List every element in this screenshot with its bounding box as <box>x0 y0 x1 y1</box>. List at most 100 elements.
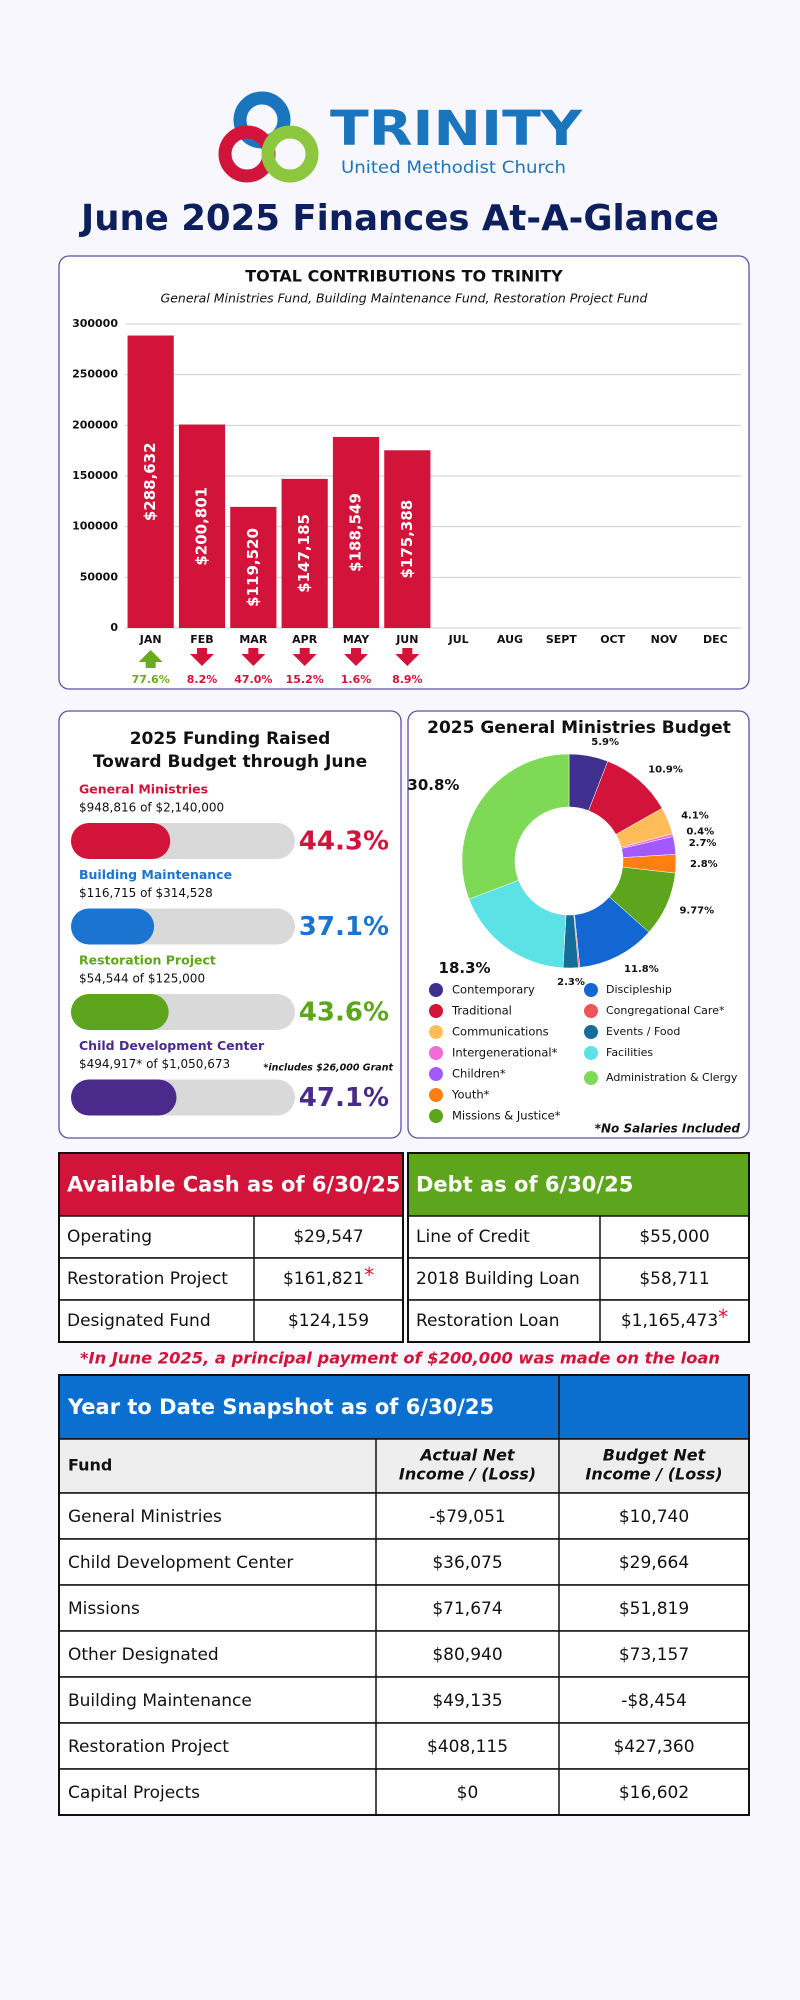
bar <box>230 506 277 628</box>
table-header <box>408 1153 749 1216</box>
x-tick-label: JAN <box>139 633 162 646</box>
legend-swatch <box>429 1025 443 1039</box>
legend-swatch <box>584 1004 598 1018</box>
table-border <box>58 1152 404 1343</box>
progress-percent: 37.1% <box>299 912 389 942</box>
table-cell: Designated Fund <box>67 1311 211 1331</box>
legend-swatch <box>429 983 443 997</box>
cell-value: $55,000 <box>639 1227 709 1247</box>
table-row <box>407 1299 750 1343</box>
y-tick-label: 100000 <box>72 520 118 533</box>
legend-label: Traditional <box>451 1004 512 1018</box>
y-tick-label: 250000 <box>72 368 118 381</box>
x-tick-label: SEPT <box>546 633 577 646</box>
y-tick-label: 300000 <box>72 317 118 330</box>
cell-value: $1,165,473 <box>621 1311 718 1331</box>
legend-label: Congregational Care* <box>606 1004 725 1017</box>
table-cell: -$8,454 <box>621 1691 687 1711</box>
change-label: 77.6% <box>132 673 170 686</box>
change-arrow <box>395 648 420 666</box>
column-header: Income / (Loss) <box>399 1465 536 1484</box>
fund-detail: $494,917* of $1,050,673 <box>79 1057 230 1071</box>
legend-swatch <box>429 1109 443 1123</box>
slice-label: 30.8% <box>407 776 459 794</box>
table-title: Available Cash as of 6/30/25 <box>67 1173 400 1197</box>
table-cell: $10,740 <box>619 1507 689 1527</box>
progress-percent: 43.6% <box>299 998 389 1028</box>
legend-swatch <box>429 1088 443 1102</box>
progress-percent: 44.3% <box>299 827 389 857</box>
progress-fill <box>71 908 155 945</box>
bar-value-label: $147,185 <box>295 514 313 593</box>
bar <box>332 436 380 628</box>
y-tick-label: 200000 <box>72 418 118 431</box>
table-cell: -$79,051 <box>429 1507 505 1527</box>
slice-label: 4.1% <box>681 810 709 821</box>
fund-name: Restoration Project <box>79 953 216 968</box>
change-arrow <box>138 650 163 668</box>
cell-marker: * <box>364 1263 374 1287</box>
progress-fill <box>71 994 169 1030</box>
table-cell: $80,940 <box>432 1645 502 1665</box>
fund-name: General Ministries <box>79 782 208 797</box>
table-title: Debt as of 6/30/25 <box>416 1173 633 1197</box>
table-cell: Other Designated <box>68 1645 219 1665</box>
cell-marker: * <box>718 1305 728 1329</box>
table-cell: 2018 Building Loan <box>416 1269 580 1289</box>
table-border <box>407 1152 750 1343</box>
table-cell: $408,115 <box>427 1737 508 1757</box>
table-cell: $29,664 <box>619 1553 689 1573</box>
table-cell: Building Maintenance <box>68 1691 252 1711</box>
legend-label: Youth* <box>451 1088 490 1102</box>
progress-fill <box>71 823 171 859</box>
legend-label: Events / Food <box>606 1025 680 1038</box>
x-tick-label: JUN <box>395 633 418 646</box>
legend-swatch <box>429 1046 443 1060</box>
change-label: 15.2% <box>286 673 324 686</box>
table-row <box>58 1215 404 1259</box>
donut-slice <box>461 753 570 900</box>
table-cell: Restoration Loan <box>416 1311 560 1331</box>
legend-swatch <box>584 983 598 997</box>
slice-label: 5.9% <box>591 737 619 748</box>
legend-label: Communications <box>452 1025 549 1039</box>
x-tick-label: FEB <box>190 633 213 646</box>
logo-name: TRINITY <box>330 101 583 157</box>
donut-note: *No Salaries Included <box>595 1122 741 1136</box>
page-title: June 2025 Finances At-A-Glance <box>78 198 719 239</box>
table-cell: $55,000 <box>639 1227 709 1247</box>
legend-label: Administration & Clergy <box>606 1071 738 1084</box>
table-cell: Child Development Center <box>68 1553 293 1573</box>
fund-detail: $948,816 of $2,140,000 <box>79 801 224 815</box>
funding-title: 2025 Funding Raised <box>130 729 331 749</box>
legend-label: Discipleship <box>606 983 672 996</box>
legend-label: Intergenerational* <box>452 1046 558 1060</box>
table-cell: $1,165,473* <box>621 1305 728 1332</box>
progress-percent: 47.1% <box>299 1083 389 1113</box>
table-cell: $36,075 <box>432 1553 502 1573</box>
legend-swatch <box>584 1025 598 1039</box>
funding-footnote: *includes $26,000 Grant <box>263 1063 393 1074</box>
legend-label: Facilities <box>606 1046 653 1059</box>
table-cell: Restoration Project <box>68 1737 229 1757</box>
table-cell: Capital Projects <box>68 1783 200 1803</box>
legend-swatch <box>584 1071 598 1085</box>
change-arrow <box>190 648 214 666</box>
x-tick-label: APR <box>292 633 318 646</box>
bar-value-label: $288,632 <box>141 442 159 521</box>
table-cell: Line of Credit <box>416 1227 530 1247</box>
x-tick-label: NOV <box>651 633 678 646</box>
cell-value: $124,159 <box>288 1311 369 1331</box>
column-header: Actual Net <box>418 1446 516 1465</box>
slice-label: 11.8% <box>624 964 659 975</box>
table-cell: $71,674 <box>432 1599 502 1619</box>
y-tick-label: 150000 <box>72 469 118 482</box>
bar <box>178 424 226 628</box>
y-tick-label: 0 <box>110 621 118 634</box>
x-tick-label: DEC <box>703 633 728 646</box>
x-tick-label: MAY <box>343 633 370 646</box>
fund-detail: $54,544 of $125,000 <box>79 972 205 986</box>
table-cell: Operating <box>67 1227 152 1247</box>
